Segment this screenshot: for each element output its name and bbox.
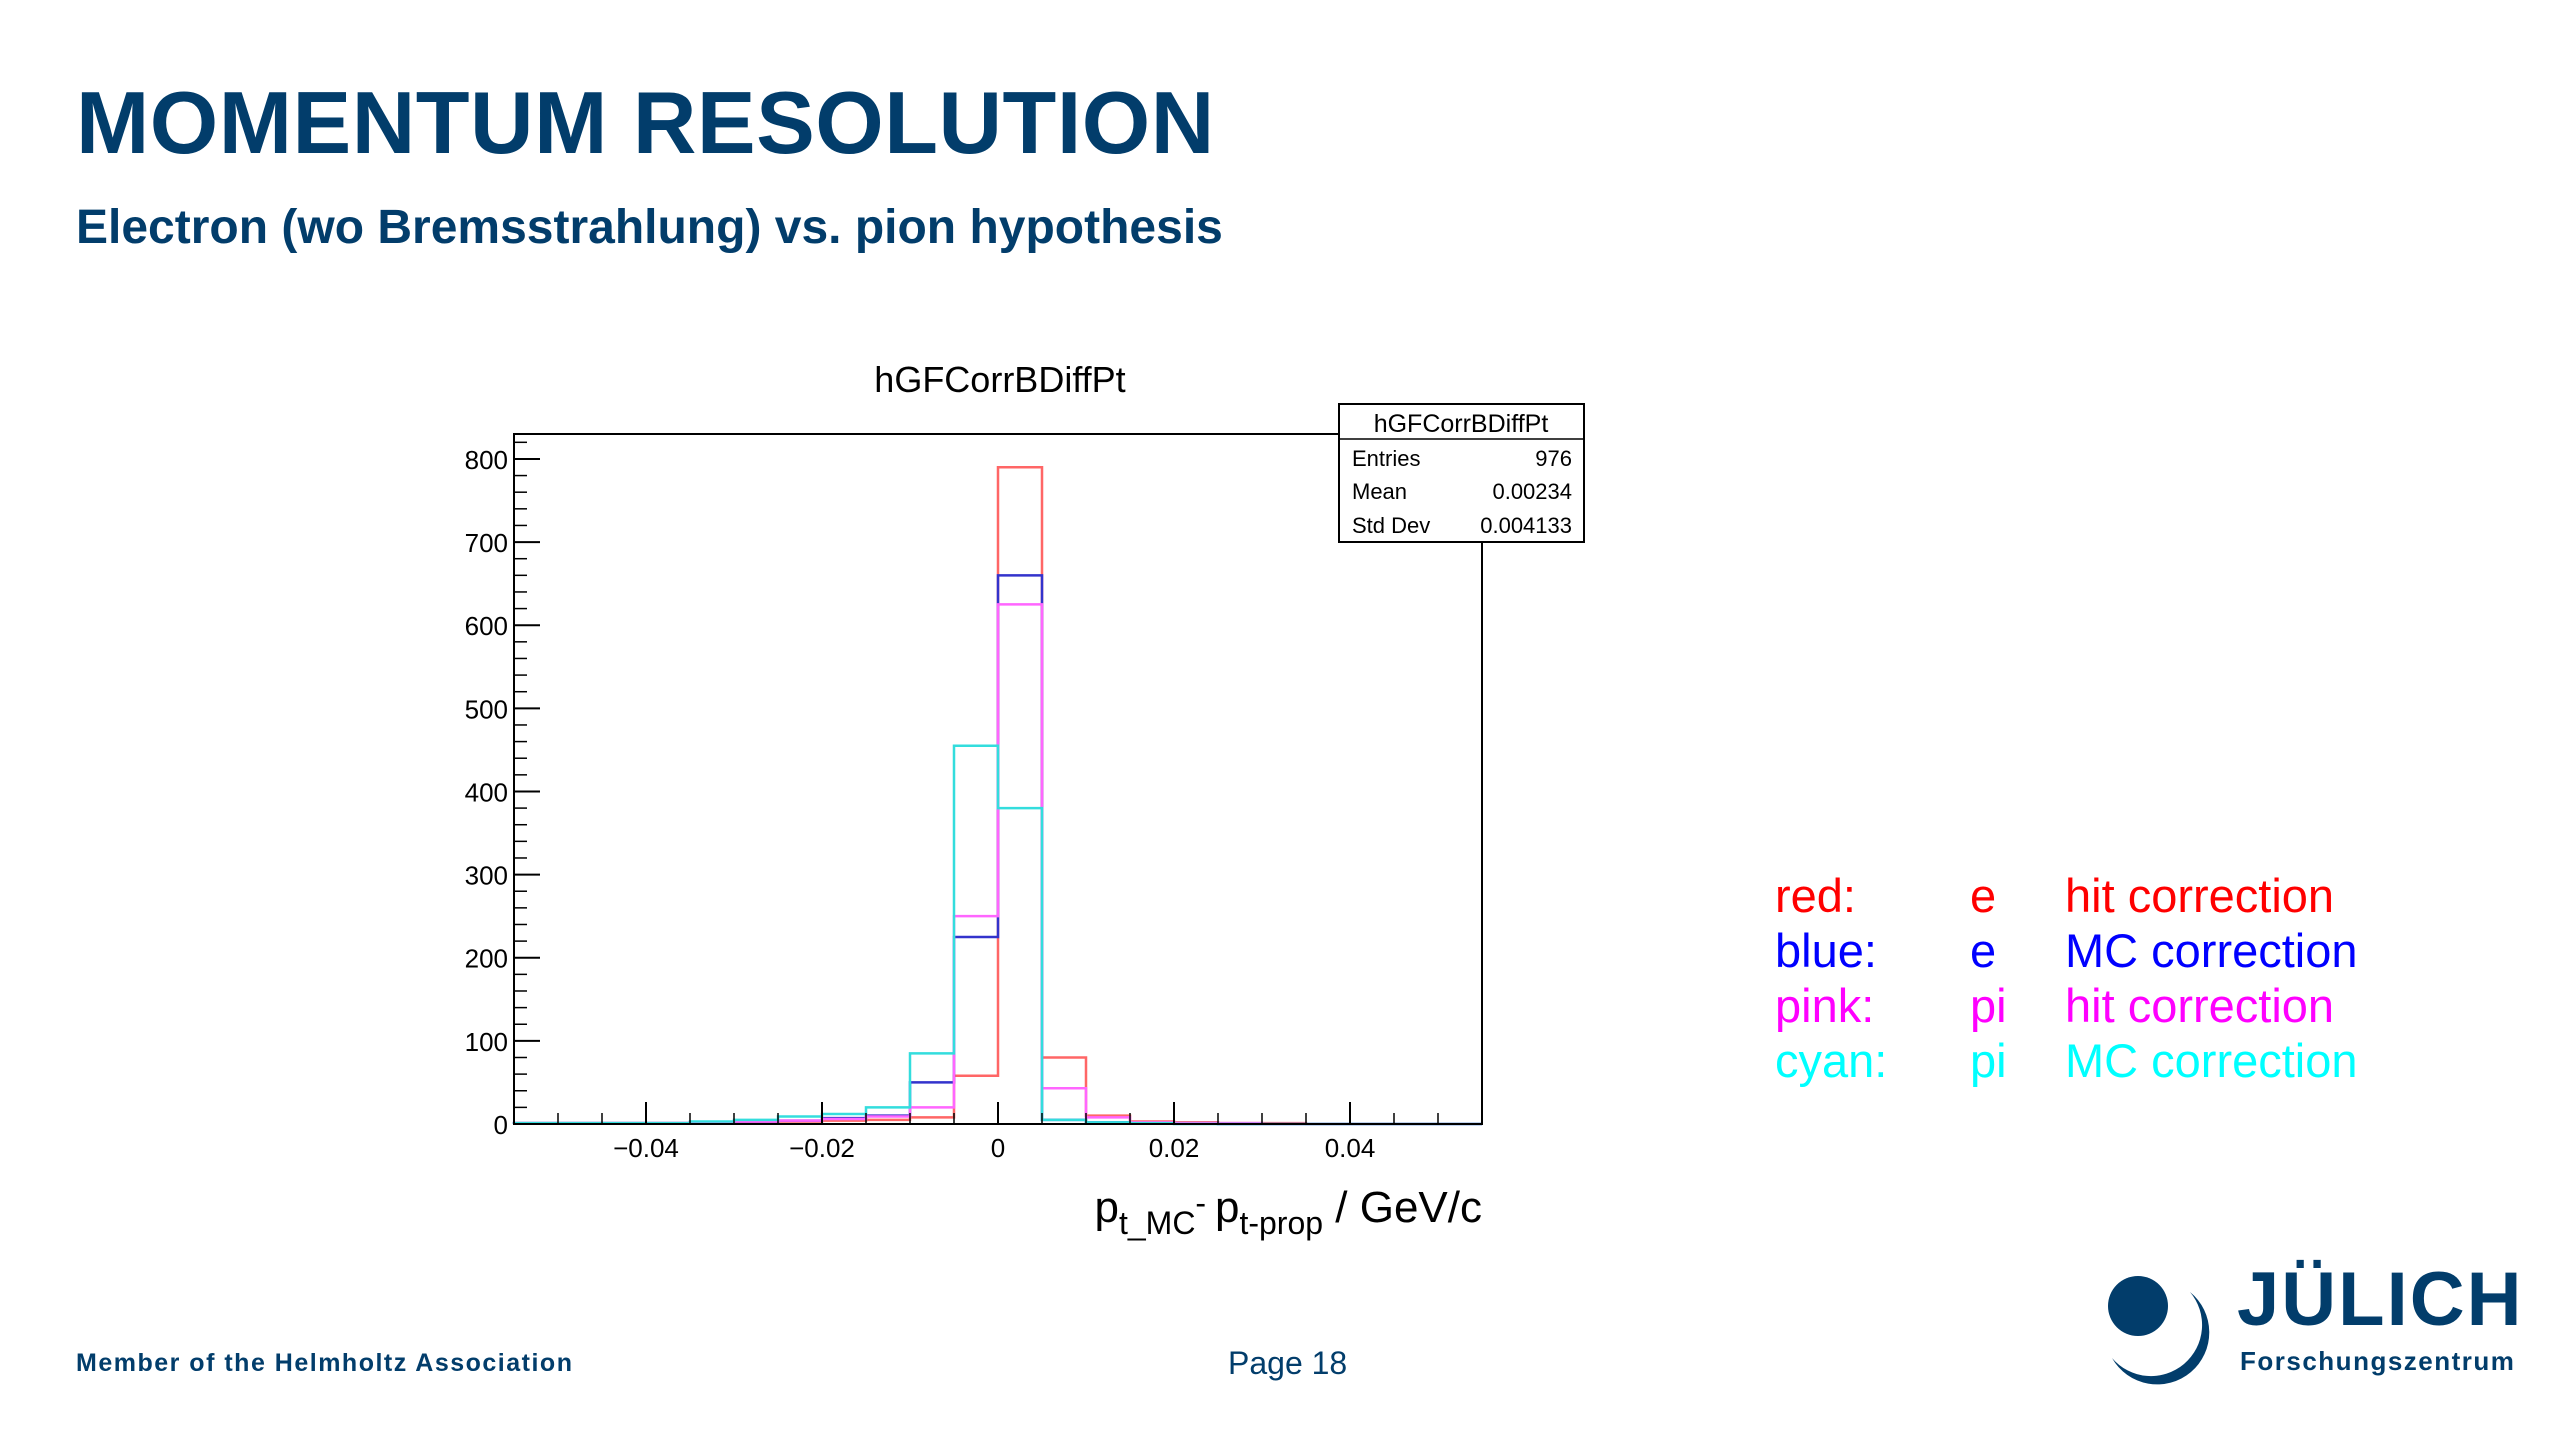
legend-color-name: blue: [1775, 924, 1877, 977]
x-tick-label: 0.04 [1325, 1133, 1376, 1163]
legend-particle: pi [1970, 979, 2007, 1032]
legend-particle: e [1970, 869, 1997, 922]
slide-title: MOMENTUM RESOLUTION [76, 73, 1215, 172]
legend-color-name: pink: [1775, 979, 1875, 1032]
stats-mean-label: Mean [1352, 479, 1407, 504]
legend-method: MC correction [2065, 924, 2358, 977]
legend-particle: e [1970, 924, 1997, 977]
stats-entries-label: Entries [1352, 446, 1420, 471]
slide-subtitle: Electron (wo Bremsstrahlung) vs. pion hy… [76, 201, 1223, 254]
page-number: Page 18 [1228, 1345, 1348, 1381]
legend-method: MC correction [2065, 1034, 2358, 1087]
x-tick-label: 0 [991, 1133, 1005, 1163]
stats-stddev-label: Std Dev [1352, 513, 1430, 538]
y-tick-label: 100 [465, 1027, 508, 1057]
y-tick-label: 300 [465, 861, 508, 891]
y-tick-label: 400 [465, 777, 508, 807]
legend-method: hit correction [2065, 869, 2335, 922]
stats-mean-value: 0.00234 [1492, 479, 1572, 504]
logo-mark-icon [2108, 1276, 2210, 1385]
juelich-logo: JÜLICH Forschungszentrum [2090, 1257, 2521, 1392]
stats-stddev-value: 0.004133 [1480, 513, 1572, 538]
y-tick-label: 700 [465, 528, 508, 558]
legend-color-name: cyan: [1775, 1034, 1888, 1087]
y-tick-label: 0 [494, 1110, 508, 1140]
footer-association: Member of the Helmholtz Association [76, 1349, 574, 1377]
stats-box: hGFCorrBDiffPt Entries 976 Mean 0.00234 … [1338, 403, 1585, 543]
x-axis-label: pt_MC- pt-prop / GeV/c [1094, 1183, 1482, 1241]
logo-subtitle: Forschungszentrum [2240, 1346, 2516, 1376]
logo-wordmark: JÜLICH [2237, 1257, 2524, 1342]
stats-title: hGFCorrBDiffPt [1374, 410, 1549, 438]
legend-particle: pi [1970, 1034, 2007, 1087]
legend-method: hit correction [2065, 979, 2335, 1032]
y-tick-label: 800 [465, 445, 508, 475]
legend-color-name: red: [1775, 869, 1856, 922]
y-tick-label: 200 [465, 944, 508, 974]
x-tick-label: −0.02 [789, 1133, 855, 1163]
y-tick-label: 600 [465, 611, 508, 641]
stats-entries-value: 976 [1535, 446, 1572, 471]
y-tick-label: 500 [465, 694, 508, 724]
x-tick-label: −0.04 [613, 1133, 679, 1163]
chart-title: hGFCorrBDiffPt [874, 359, 1125, 400]
x-tick-label: 0.02 [1149, 1133, 1200, 1163]
